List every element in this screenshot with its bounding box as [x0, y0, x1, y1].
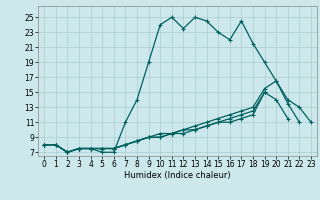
X-axis label: Humidex (Indice chaleur): Humidex (Indice chaleur) — [124, 171, 231, 180]
